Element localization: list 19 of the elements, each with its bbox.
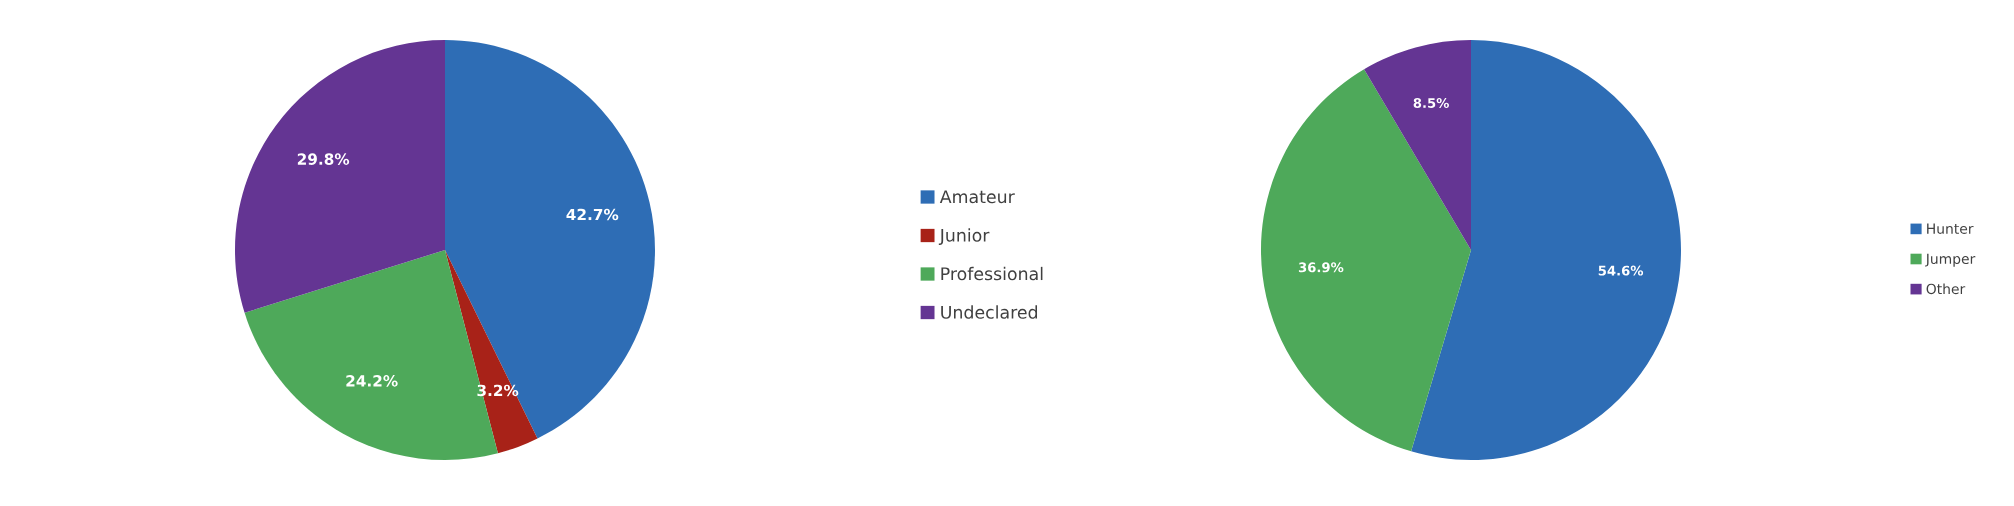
pie-slice xyxy=(445,250,538,454)
data-label: 29.8% xyxy=(297,153,350,165)
legend-label: Professional xyxy=(941,266,1043,281)
legend-label: Hunter xyxy=(1927,223,1974,234)
data-label: 36.9% xyxy=(1298,262,1344,273)
legend-label: Jumper xyxy=(1925,253,1976,267)
data-label: 42.7% xyxy=(566,208,619,221)
pie-slice xyxy=(445,40,655,439)
pie-slice xyxy=(235,40,445,313)
pie-slice xyxy=(1261,69,1471,452)
data-label: 8.5% xyxy=(1413,98,1449,108)
legend-label: Other xyxy=(1926,283,1966,295)
data-label: 24.2% xyxy=(346,375,398,387)
legend-label: Junior xyxy=(938,228,990,246)
pie-slice xyxy=(1364,40,1471,250)
data-label: 54.6% xyxy=(1598,265,1644,276)
pie-slice xyxy=(1411,40,1681,460)
legend-label: Undeclared xyxy=(941,305,1038,319)
legend-label: Amateur xyxy=(939,190,1015,204)
